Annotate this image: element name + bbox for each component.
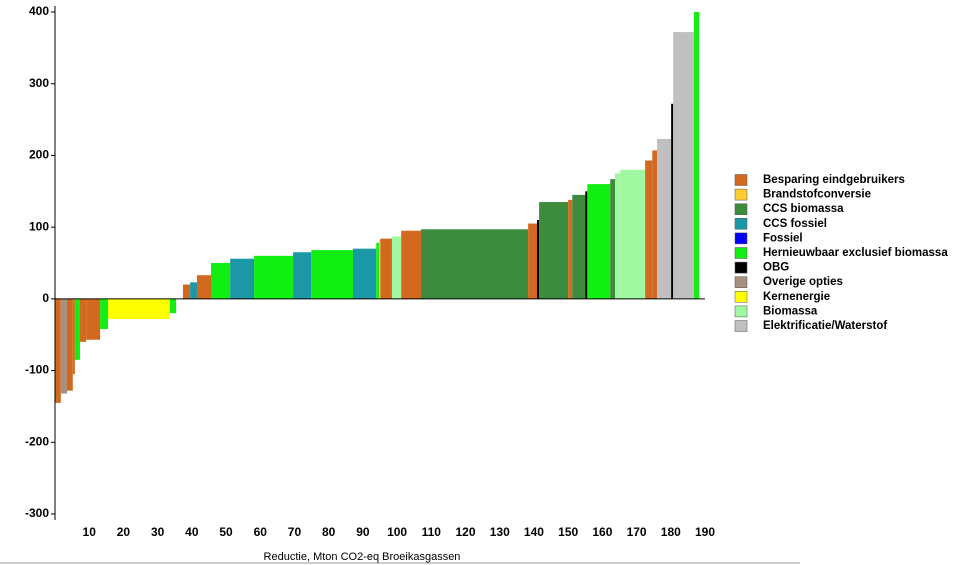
bar xyxy=(537,219,540,299)
x-tick-label: 90 xyxy=(356,525,370,539)
bar xyxy=(230,258,255,299)
legend-label: Kernenergie xyxy=(763,291,830,303)
x-tick-label: 120 xyxy=(456,525,476,539)
bar xyxy=(169,298,177,314)
bar xyxy=(657,138,672,299)
bar xyxy=(391,236,402,299)
legend-swatch xyxy=(734,188,748,201)
bar xyxy=(587,184,611,299)
bar xyxy=(55,298,61,403)
legend-label: CCS biomassa xyxy=(763,203,844,215)
bar xyxy=(652,150,658,299)
x-tick-label: 160 xyxy=(592,525,612,539)
legend-swatch xyxy=(734,261,748,274)
x-tick-label: 70 xyxy=(288,525,302,539)
y-tick-label: 0 xyxy=(42,291,49,305)
bar xyxy=(60,298,67,394)
bar xyxy=(108,298,170,319)
bar xyxy=(610,179,616,299)
bar xyxy=(380,238,392,299)
legend-label: Hernieuwbaar exclusief biomassa xyxy=(763,247,948,259)
bar xyxy=(74,298,80,360)
x-tick-label: 10 xyxy=(83,525,97,539)
x-tick-label: 170 xyxy=(627,525,647,539)
x-axis-title: Reductie, Mton CO2-eq Broeikasgassen xyxy=(264,551,461,563)
bar xyxy=(378,240,381,299)
legend-swatch xyxy=(734,174,748,186)
x-tick-label: 100 xyxy=(387,525,407,539)
bar xyxy=(568,199,573,299)
legend-swatch xyxy=(734,320,748,332)
y-tick-label: 400 xyxy=(29,4,49,18)
legend-swatch xyxy=(734,305,748,318)
bar xyxy=(79,298,87,342)
x-tick-label: 30 xyxy=(151,525,165,539)
legend: Besparing eindgebruikers Brandstofconvers… xyxy=(734,174,948,332)
legend-label: OBG xyxy=(763,262,789,274)
bar xyxy=(352,248,377,299)
legend-swatch xyxy=(734,291,748,303)
x-tick-label: 80 xyxy=(322,525,336,539)
bar xyxy=(376,242,379,299)
y-tick-label: 200 xyxy=(29,148,49,162)
bar xyxy=(66,298,73,391)
legend-swatch xyxy=(734,218,748,230)
bar xyxy=(293,252,312,299)
bar xyxy=(196,275,211,299)
bar xyxy=(211,263,231,299)
legend-label: Elektrificatie/Waterstof xyxy=(763,320,887,332)
x-tick-label: 40 xyxy=(185,525,199,539)
legend-label: Biomassa xyxy=(763,305,818,317)
bar xyxy=(528,223,538,299)
bar xyxy=(182,284,191,299)
y-tick-label: -300 xyxy=(25,506,49,520)
bar xyxy=(401,230,422,299)
bar xyxy=(572,194,586,299)
bar xyxy=(620,169,646,299)
bar xyxy=(100,298,109,329)
x-tick-label: 130 xyxy=(490,525,510,539)
bar xyxy=(86,298,101,340)
bar xyxy=(254,255,294,299)
x-tick-label: 20 xyxy=(117,525,131,539)
y-tick-label: 300 xyxy=(29,76,49,90)
x-tick-label: 180 xyxy=(661,525,681,539)
x-tick-label: 190 xyxy=(695,525,715,539)
legend-swatch xyxy=(734,203,748,215)
bar xyxy=(615,173,621,299)
bar xyxy=(673,32,695,299)
bar xyxy=(190,282,197,299)
legend-label: Fossiel xyxy=(763,232,803,244)
legend-swatch xyxy=(734,276,748,288)
bar xyxy=(585,191,588,299)
legend-label: Besparing eindgebruikers xyxy=(763,174,905,186)
bar xyxy=(421,229,529,299)
y-tick-label: 100 xyxy=(29,219,49,233)
y-tick-label: -100 xyxy=(25,363,49,377)
x-tick-label: 60 xyxy=(254,525,268,539)
legend-label: Overige opties xyxy=(763,276,843,288)
legend-label: CCS fossiel xyxy=(763,218,827,230)
x-tick-label: 150 xyxy=(558,525,578,539)
plot-area: -300 -200 -100 0 100 200 300 400 10 20 30 40 50 60 70 8… xyxy=(25,4,715,539)
bar xyxy=(72,298,75,375)
x-tick-label: 110 xyxy=(422,525,442,539)
legend-swatch xyxy=(734,232,748,245)
bar xyxy=(311,250,353,299)
y-tick-label: -200 xyxy=(25,434,49,448)
bar xyxy=(671,103,674,299)
x-tick-label: 50 xyxy=(219,525,233,539)
legend-swatch xyxy=(734,247,748,259)
x-tick-label: 140 xyxy=(524,525,544,539)
bar xyxy=(539,202,569,299)
bar xyxy=(645,160,653,299)
legend-label: Brandstofconversie xyxy=(763,189,871,201)
bar xyxy=(694,12,700,299)
